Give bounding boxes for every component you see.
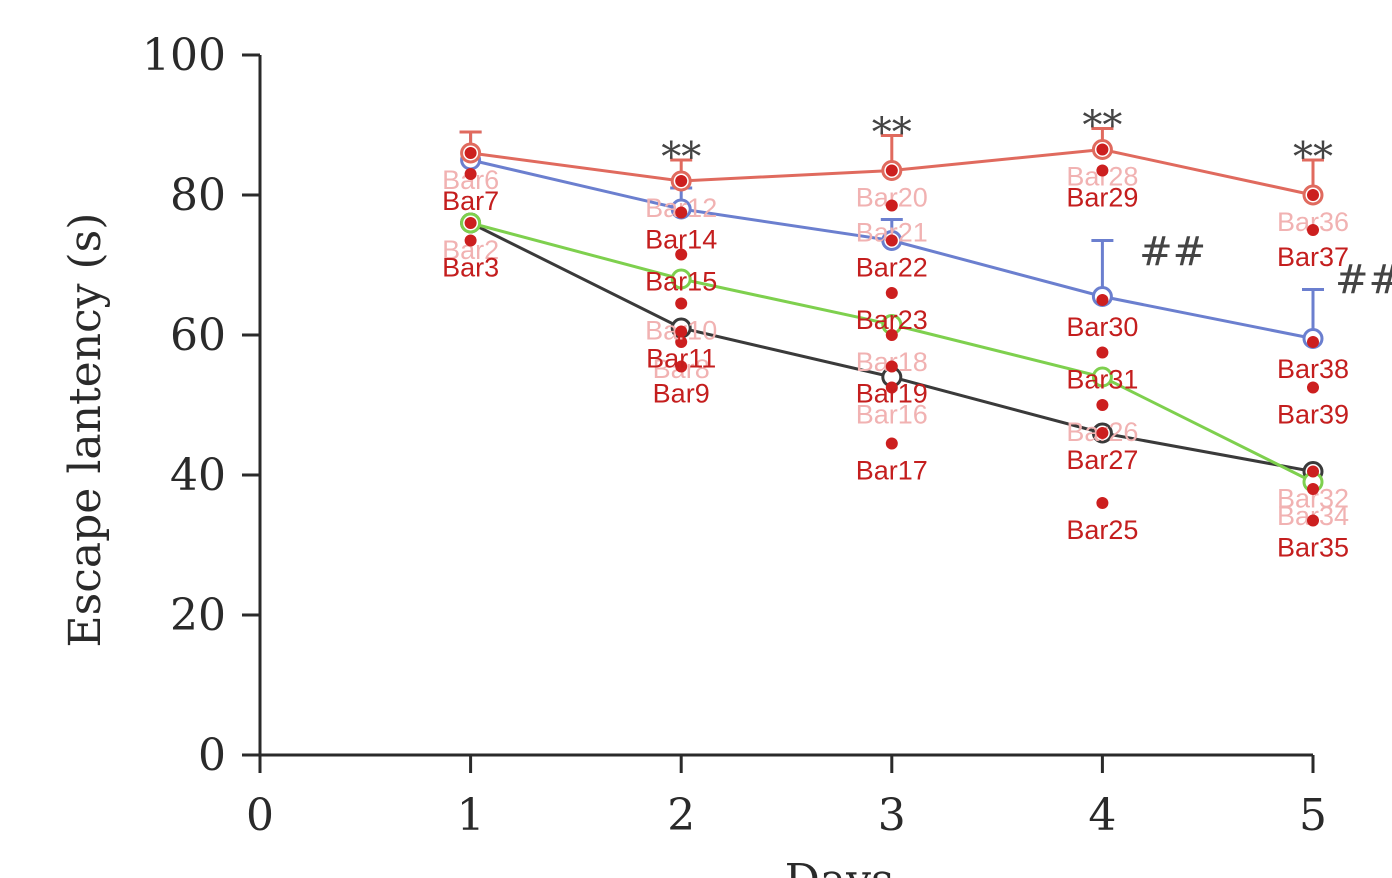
- y-tick-label: 60: [170, 310, 226, 361]
- star-significance-marker: **: [872, 110, 912, 156]
- mark-label: Bar17: [856, 456, 928, 486]
- mark-label: Bar35: [1277, 533, 1349, 563]
- mark-label: Bar3: [442, 253, 499, 283]
- mark-dot: [1096, 497, 1109, 509]
- data-point: [670, 268, 692, 290]
- mark-dot: [464, 147, 477, 159]
- x-tick-label: 2: [667, 790, 695, 841]
- mark-dot: [885, 360, 898, 373]
- mark-dot: [1307, 514, 1319, 527]
- y-tick-label: 0: [198, 730, 226, 781]
- mark-dot: [675, 175, 688, 187]
- mark-dot: [885, 234, 898, 247]
- mark-label: Bar11: [646, 344, 716, 374]
- y-tick-label: 80: [170, 170, 226, 221]
- mark-label: Bar9: [653, 379, 710, 409]
- data-point: [1091, 366, 1113, 388]
- mark-dot: [1307, 189, 1319, 201]
- mark-dot: [1307, 336, 1319, 348]
- mark-label: Bar19: [856, 379, 928, 409]
- mark-dot: [675, 325, 688, 338]
- mark-dot: [675, 248, 688, 261]
- mark-label: Bar31: [1066, 365, 1138, 395]
- mark-dot: [885, 199, 898, 212]
- hash-significance-marker: ##: [1335, 257, 1392, 303]
- mark-dot: [885, 437, 898, 450]
- mark-label: Bar22: [856, 253, 928, 283]
- x-tick-label: 3: [878, 790, 906, 841]
- mark-label: Bar16: [856, 400, 928, 430]
- y-tick-label: 20: [170, 590, 226, 641]
- mark-dot: [1096, 346, 1109, 359]
- mark-label: Bar25: [1066, 515, 1138, 545]
- mark-dot: [1096, 143, 1109, 156]
- mark-label: Bar38: [1277, 354, 1349, 384]
- mark-dot: [1096, 164, 1109, 177]
- mark-dot: [885, 381, 898, 394]
- mark-dot: [464, 217, 477, 229]
- mark-label: Bar23: [856, 305, 928, 335]
- mark-label: Bar37: [1277, 242, 1349, 272]
- mark-label: Bar27: [1066, 445, 1138, 475]
- mark-label: Bar39: [1277, 400, 1349, 430]
- mark-dot: [675, 297, 688, 310]
- mark-dot: [1307, 465, 1319, 478]
- mark-label: Bar15: [645, 267, 717, 297]
- x-tick-label: 5: [1299, 790, 1327, 841]
- series-2: [460, 212, 1324, 493]
- mark-dot: [885, 164, 898, 177]
- x-tick-label: 0: [246, 790, 274, 841]
- mark-dot: [1307, 381, 1319, 394]
- mark-dot: [675, 360, 688, 373]
- x-tick-label: 1: [457, 790, 485, 841]
- hash-significance-marker: ##: [1139, 229, 1206, 275]
- mark-dot: [1307, 224, 1319, 236]
- y-tick-label: 40: [170, 450, 226, 501]
- mark-dot: [675, 336, 688, 348]
- mark-dot: [464, 234, 477, 247]
- mark-label: Bar7: [442, 186, 499, 216]
- mark-dot: [885, 329, 898, 341]
- star-significance-marker: **: [1082, 103, 1122, 149]
- mark-dot: [885, 287, 898, 299]
- mark-dot: [1307, 483, 1319, 495]
- y-axis-title: Escape lantency (s): [60, 213, 111, 648]
- mark-label: Bar30: [1066, 312, 1138, 342]
- mark-dot: [1096, 294, 1109, 306]
- x-axis-title: Days: [785, 855, 894, 878]
- star-significance-marker: **: [1293, 135, 1333, 181]
- mark-dot: [675, 206, 688, 219]
- star-significance-marker: **: [661, 135, 701, 181]
- mark-label: Bar29: [1066, 183, 1138, 213]
- mark-dot: [1096, 427, 1109, 439]
- mark-dot: [464, 168, 477, 180]
- y-tick-label: 100: [142, 30, 226, 81]
- mark-dot: [1096, 399, 1109, 411]
- x-tick-label: 4: [1088, 790, 1116, 841]
